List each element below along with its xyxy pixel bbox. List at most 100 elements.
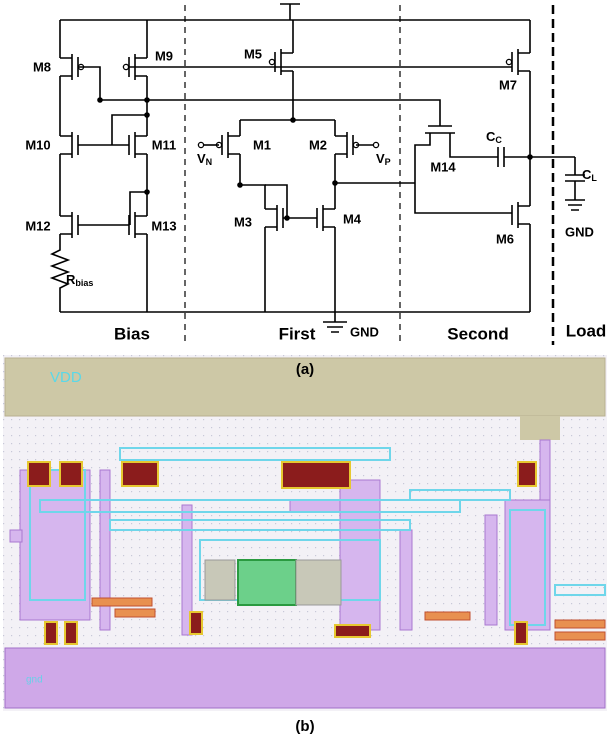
device-label: M1 bbox=[253, 137, 271, 152]
strip bbox=[99, 469, 111, 631]
device-label: VP bbox=[376, 151, 391, 167]
device-label: M5 bbox=[244, 46, 262, 61]
wire bbox=[135, 215, 147, 235]
device-label: M2 bbox=[309, 137, 327, 152]
label-subscript: bias bbox=[75, 278, 93, 288]
caption-b: (b) bbox=[295, 718, 314, 735]
stage-label: Load bbox=[566, 321, 607, 340]
wire bbox=[135, 135, 147, 155]
device-label: M9 bbox=[155, 48, 173, 63]
wire bbox=[49, 234, 148, 312]
device-label: CC bbox=[486, 129, 502, 145]
stage-label: Second bbox=[447, 324, 508, 343]
wire bbox=[323, 312, 347, 333]
wire bbox=[335, 135, 347, 155]
strip bbox=[484, 514, 498, 626]
input-pin bbox=[372, 141, 380, 149]
metal-line bbox=[119, 447, 391, 461]
label-main: C bbox=[486, 129, 496, 144]
input-pin bbox=[197, 141, 205, 149]
wire bbox=[78, 114, 147, 146]
junction bbox=[144, 112, 150, 118]
wire bbox=[323, 208, 335, 228]
junction bbox=[237, 182, 243, 188]
gnd-rail bbox=[4, 647, 606, 709]
label-main: C bbox=[582, 167, 592, 182]
contact bbox=[44, 621, 58, 645]
wire bbox=[518, 52, 530, 72]
label-subscript: C bbox=[495, 135, 502, 145]
wire bbox=[265, 208, 277, 228]
strip bbox=[181, 504, 193, 636]
wire bbox=[60, 57, 72, 77]
device bbox=[204, 559, 236, 601]
device-label: M10 bbox=[25, 137, 50, 152]
label-main: V bbox=[197, 151, 206, 166]
wire bbox=[78, 191, 147, 226]
m6-region bbox=[504, 499, 551, 631]
device bbox=[295, 559, 342, 606]
strip bbox=[539, 439, 551, 501]
wire bbox=[147, 99, 441, 126]
contact bbox=[281, 461, 351, 489]
caption-a: (a) bbox=[296, 361, 314, 378]
device-label: VN bbox=[197, 151, 212, 167]
ground-label: GND bbox=[350, 324, 379, 339]
label-main: V bbox=[376, 151, 385, 166]
junction bbox=[97, 97, 103, 103]
stage-label: Bias bbox=[114, 324, 150, 343]
wire bbox=[518, 205, 530, 225]
device-label: M13 bbox=[151, 218, 176, 233]
device-label: CL bbox=[582, 167, 597, 183]
device-label: M14 bbox=[430, 159, 456, 174]
contact bbox=[9, 529, 23, 543]
resistor bbox=[554, 631, 606, 641]
wire bbox=[281, 52, 293, 72]
label-subscript: L bbox=[591, 173, 597, 183]
wire bbox=[59, 154, 148, 216]
device-label: M12 bbox=[25, 218, 50, 233]
resistor bbox=[554, 619, 606, 629]
contact bbox=[121, 461, 159, 487]
metal-line bbox=[409, 489, 511, 501]
device-label: M4 bbox=[343, 211, 362, 226]
wire bbox=[228, 135, 240, 155]
contact bbox=[517, 461, 537, 487]
stage-divider bbox=[184, 5, 401, 345]
device-label: M11 bbox=[152, 137, 177, 152]
device-label: Rbias bbox=[66, 272, 93, 288]
poly-line bbox=[39, 499, 461, 513]
vdd-rail bbox=[4, 357, 606, 417]
contact bbox=[514, 621, 528, 645]
wire bbox=[239, 119, 336, 136]
output-region bbox=[339, 479, 381, 631]
resistor bbox=[91, 597, 153, 607]
gate-bubble bbox=[505, 58, 513, 66]
contact bbox=[27, 461, 51, 487]
wire bbox=[414, 125, 512, 214]
junction bbox=[284, 215, 290, 221]
strip bbox=[399, 529, 413, 631]
ground-label: GND bbox=[565, 224, 594, 239]
gnd-label: gnd bbox=[26, 675, 43, 686]
label-subscript: P bbox=[385, 157, 391, 167]
junction bbox=[527, 154, 533, 160]
resistor bbox=[424, 611, 471, 621]
junction bbox=[144, 189, 150, 195]
layout: VDD gnd bbox=[3, 355, 607, 711]
contact bbox=[59, 461, 83, 487]
device-label: M3 bbox=[234, 214, 252, 229]
wire bbox=[265, 184, 317, 219]
wire bbox=[497, 147, 575, 167]
wire bbox=[565, 157, 585, 211]
wire bbox=[60, 215, 72, 235]
wire bbox=[60, 3, 530, 21]
poly-line bbox=[109, 519, 411, 531]
wire bbox=[60, 135, 72, 155]
wire bbox=[135, 57, 147, 77]
device-label: M8 bbox=[33, 59, 51, 74]
metal-line bbox=[554, 584, 606, 596]
label-main: R bbox=[66, 272, 76, 287]
contact bbox=[334, 624, 371, 638]
